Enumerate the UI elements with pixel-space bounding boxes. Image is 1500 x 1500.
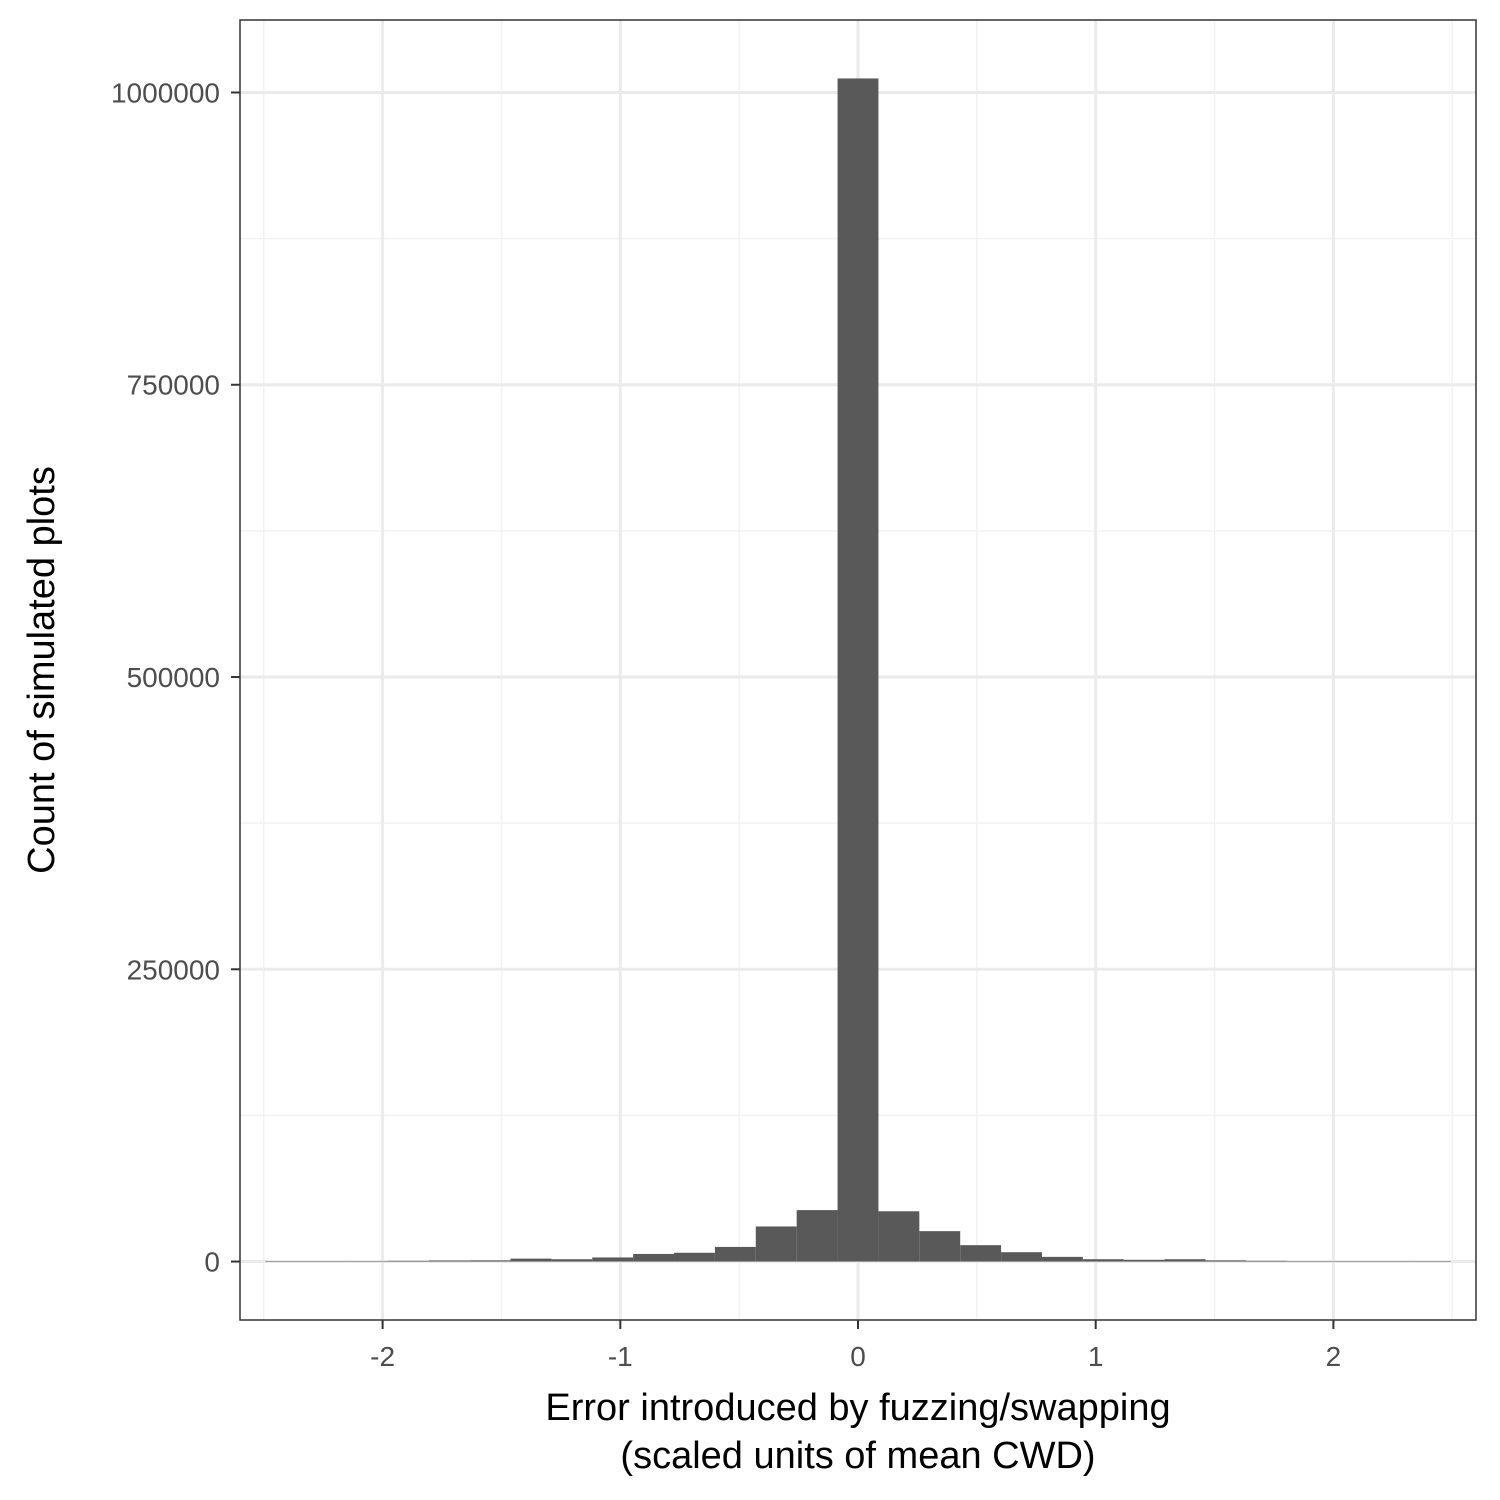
histogram-bar bbox=[796, 1210, 838, 1262]
x-tick-label: 1 bbox=[1088, 1341, 1104, 1372]
histogram-bar bbox=[265, 1261, 307, 1262]
histogram-bar bbox=[755, 1226, 797, 1262]
y-axis-title: Count of simulated plots bbox=[21, 466, 63, 874]
histogram-bar bbox=[1001, 1252, 1042, 1262]
y-axis-ticks: 0 250000 500000 750000 1000000 bbox=[111, 77, 240, 1278]
histogram-bar bbox=[469, 1260, 511, 1262]
histogram-bar bbox=[1205, 1260, 1247, 1262]
histogram-bar bbox=[387, 1260, 429, 1262]
y-tick-label: 250000 bbox=[127, 954, 220, 985]
histogram-bar bbox=[1123, 1259, 1165, 1262]
histogram-bars bbox=[265, 78, 1451, 1262]
histogram-bar bbox=[674, 1252, 715, 1262]
histogram-bar bbox=[510, 1258, 552, 1262]
histogram-bar bbox=[551, 1259, 593, 1262]
histogram-bar bbox=[592, 1257, 634, 1262]
x-tick-label: -1 bbox=[608, 1341, 633, 1372]
x-axis-title-line1: Error introduced by fuzzing/swapping bbox=[545, 1387, 1170, 1429]
histogram-bar bbox=[714, 1246, 756, 1262]
histogram-bar bbox=[346, 1261, 388, 1262]
y-tick-label: 0 bbox=[204, 1247, 220, 1278]
x-tick-label: 2 bbox=[1326, 1341, 1342, 1372]
x-tick-label: 0 bbox=[850, 1341, 866, 1372]
histogram-bar bbox=[1369, 1261, 1410, 1262]
histogram-bar bbox=[633, 1253, 675, 1262]
histogram-bar bbox=[1409, 1261, 1451, 1262]
histogram-bar bbox=[1287, 1261, 1329, 1262]
x-axis-title-line2: (scaled units of mean CWD) bbox=[620, 1435, 1095, 1477]
histogram-bar bbox=[1246, 1260, 1288, 1262]
y-tick-label: 1000000 bbox=[111, 77, 220, 108]
histogram-bar bbox=[1164, 1259, 1206, 1262]
x-tick-label: -2 bbox=[370, 1341, 395, 1372]
histogram-bar bbox=[306, 1261, 347, 1262]
histogram-bar bbox=[1328, 1261, 1370, 1262]
histogram-bar bbox=[428, 1260, 470, 1262]
histogram-bar bbox=[837, 78, 879, 1262]
histogram-bar bbox=[878, 1211, 920, 1262]
histogram-bar bbox=[919, 1231, 961, 1262]
histogram-bar bbox=[1041, 1256, 1083, 1262]
y-tick-label: 750000 bbox=[127, 370, 220, 401]
histogram-bar bbox=[960, 1245, 1002, 1262]
y-tick-label: 500000 bbox=[127, 662, 220, 693]
histogram-bar bbox=[1082, 1259, 1124, 1262]
x-axis-ticks: -2 -1 0 1 2 bbox=[370, 1320, 1341, 1372]
